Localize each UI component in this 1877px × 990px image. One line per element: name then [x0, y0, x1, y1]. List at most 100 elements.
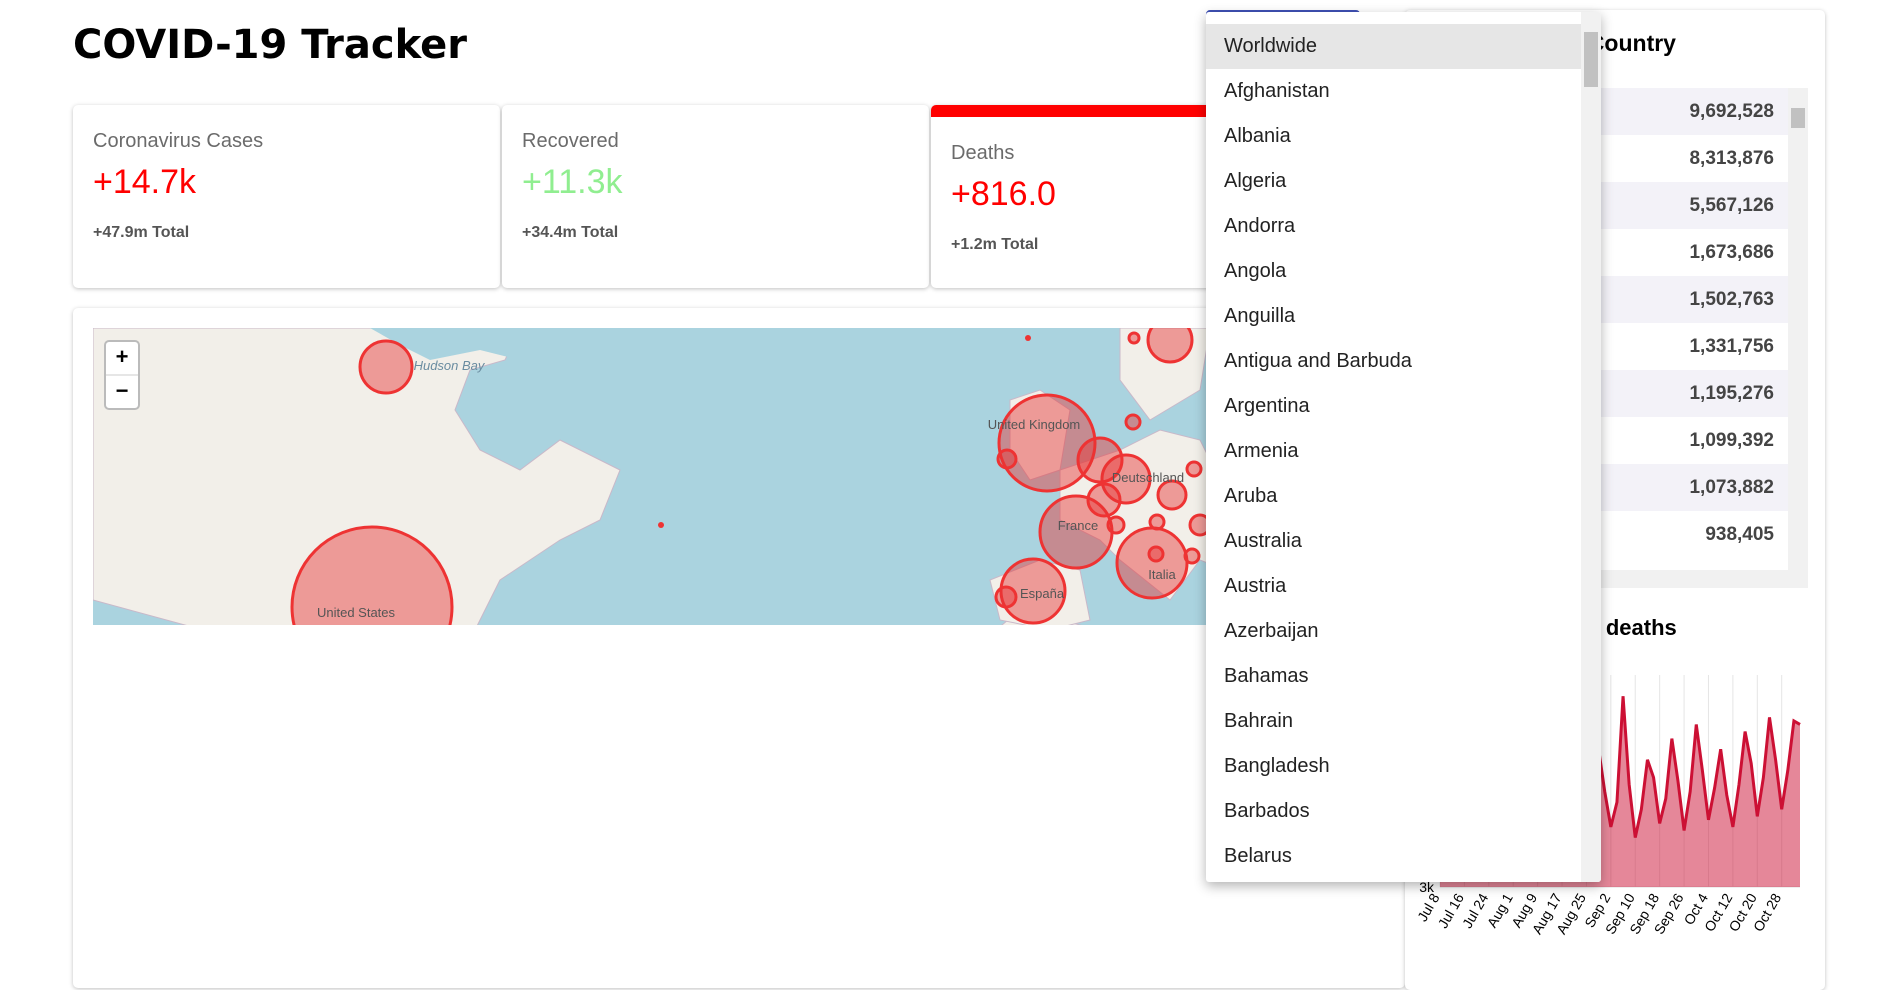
case-dot[interactable]: [1025, 335, 1031, 341]
app-title: COVID-19 Tracker: [73, 22, 467, 68]
case-dot[interactable]: [625, 803, 631, 809]
case-circle[interactable]: [526, 852, 572, 898]
dropdown-option[interactable]: Algeria: [1224, 170, 1287, 192]
dropdown-option[interactable]: Armenia: [1224, 440, 1299, 462]
zoom-in[interactable]: +: [116, 344, 129, 369]
attribution-link[interactable]: Leaflet: [1091, 935, 1130, 950]
case-circle[interactable]: [997, 393, 1097, 493]
case-dot[interactable]: [1107, 858, 1113, 864]
case-circle[interactable]: [1115, 644, 1131, 660]
case-circle[interactable]: [411, 783, 431, 803]
case-dot[interactable]: [1185, 933, 1191, 939]
case-dot[interactable]: [619, 778, 625, 784]
case-dot[interactable]: [487, 746, 493, 752]
case-circle[interactable]: [1127, 331, 1141, 345]
case-dot[interactable]: [1181, 830, 1187, 836]
case-circle[interactable]: [1148, 513, 1166, 531]
case-circle[interactable]: [1016, 653, 1036, 673]
case-circle[interactable]: [358, 339, 414, 395]
stat-total: +1.2m Total: [951, 236, 1039, 253]
stat-total: +34.4m Total: [522, 224, 619, 241]
stat-card[interactable]: [73, 105, 500, 288]
dropdown-option[interactable]: Australia: [1224, 530, 1302, 552]
case-dot[interactable]: [613, 755, 619, 761]
table-cell: 8,313,876: [1689, 148, 1774, 169]
case-dot[interactable]: [658, 522, 664, 528]
map[interactable]: Hudson Bay Golfo de México United States…: [93, 328, 1337, 953]
zoom-out[interactable]: −: [116, 378, 129, 403]
case-dot[interactable]: [482, 760, 488, 766]
case-circle[interactable]: [1124, 413, 1142, 431]
case-dot[interactable]: [1045, 845, 1051, 851]
case-dot[interactable]: [1237, 892, 1243, 898]
map-label: United States: [317, 605, 396, 620]
case-dot[interactable]: [1061, 799, 1067, 805]
stat-title: Coronavirus Cases: [93, 130, 264, 152]
case-circle[interactable]: [617, 904, 725, 953]
case-circle[interactable]: [549, 760, 563, 774]
case-dot[interactable]: [661, 843, 667, 849]
dropdown-option[interactable]: Belarus: [1224, 845, 1292, 867]
case-circle[interactable]: [290, 525, 454, 687]
map-label: France: [1058, 518, 1098, 533]
case-circle[interactable]: [1185, 460, 1203, 478]
case-circle[interactable]: [1106, 515, 1126, 535]
case-dot[interactable]: [517, 723, 523, 729]
case-circle[interactable]: [994, 585, 1018, 609]
dropdown-option[interactable]: Azerbaijan: [1224, 620, 1319, 642]
dropdown-option[interactable]: Antigua and Barbuda: [1224, 350, 1412, 372]
case-dot[interactable]: [685, 865, 691, 871]
case-circle[interactable]: [485, 934, 537, 953]
case-circle[interactable]: [1115, 526, 1189, 600]
dropdown-option[interactable]: Andorra: [1224, 215, 1296, 237]
stat-cases: +11.3k: [522, 163, 623, 201]
attribution-text: | ©: [1137, 935, 1154, 950]
dropdown-option[interactable]: Angola: [1224, 260, 1287, 282]
case-dot[interactable]: [525, 757, 531, 763]
case-circle[interactable]: [1183, 547, 1201, 565]
case-circle[interactable]: [1156, 479, 1188, 511]
case-circle[interactable]: [1113, 828, 1125, 840]
case-dot[interactable]: [552, 824, 558, 830]
case-circle[interactable]: [487, 940, 499, 952]
case-dot[interactable]: [619, 737, 625, 743]
case-circle[interactable]: [439, 791, 455, 807]
dropdown-option[interactable]: Worldwide: [1206, 24, 1581, 69]
dropdown-option[interactable]: Aruba: [1224, 485, 1278, 507]
dropdown-option[interactable]: Argentina: [1224, 395, 1310, 417]
attribution-link[interactable]: OpenStreetMap: [1158, 935, 1250, 950]
case-circle[interactable]: [1100, 453, 1152, 505]
case-dot[interactable]: [589, 843, 595, 849]
case-circle[interactable]: [1147, 545, 1165, 563]
case-dot[interactable]: [1257, 931, 1263, 937]
stat-card[interactable]: [502, 105, 929, 288]
case-dot[interactable]: [888, 786, 894, 792]
case-circle[interactable]: [996, 448, 1018, 470]
dropdown-option[interactable]: Austria: [1224, 575, 1287, 597]
case-circle[interactable]: [1146, 328, 1194, 364]
table-scrollbar[interactable]: [1788, 88, 1808, 570]
case-circle[interactable]: [1086, 482, 1122, 518]
dropdown-option[interactable]: Bahrain: [1224, 710, 1293, 732]
dropdown-option[interactable]: Albania: [1224, 125, 1291, 147]
table-cell: 1,099,392: [1689, 430, 1774, 451]
case-dot[interactable]: [1060, 901, 1066, 907]
case-dot[interactable]: [563, 815, 569, 821]
case-dot[interactable]: [598, 658, 604, 664]
map-label: Nigeria: [1099, 833, 1141, 848]
dropdown-option[interactable]: Afghanistan: [1224, 80, 1330, 102]
case-circle[interactable]: [1077, 689, 1093, 705]
dropdown-option[interactable]: Bahamas: [1224, 665, 1309, 687]
case-circle[interactable]: [999, 557, 1067, 625]
attribution-text: contributors: [1259, 935, 1327, 950]
case-circle[interactable]: [295, 691, 379, 775]
case-dot[interactable]: [622, 792, 628, 798]
dropdown-scrollbar[interactable]: [1581, 12, 1601, 882]
dropdown-option[interactable]: Anguilla: [1224, 305, 1296, 327]
dropdown-option[interactable]: Barbados: [1224, 800, 1310, 822]
case-dot[interactable]: [622, 815, 628, 821]
case-dot[interactable]: [988, 846, 994, 852]
case-circle[interactable]: [1076, 436, 1124, 484]
dropdown-option[interactable]: Bangladesh: [1224, 755, 1330, 777]
case-dot[interactable]: [1149, 855, 1155, 861]
